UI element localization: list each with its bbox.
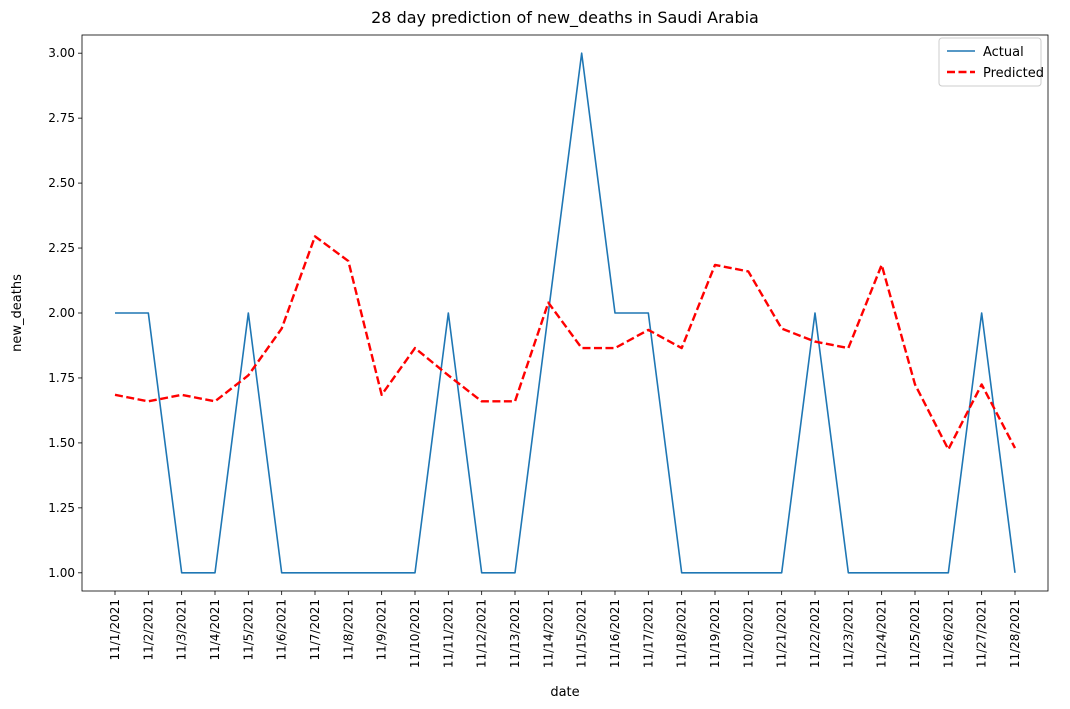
- x-tick-label: 11/9/2021: [375, 599, 389, 661]
- x-tick-label: 11/5/2021: [241, 599, 255, 661]
- series-line-predicted: [114, 235, 1017, 451]
- y-tick-label: 1.50: [48, 436, 75, 450]
- legend-frame: [938, 37, 1042, 87]
- x-tick-label: 11/28/2021: [1008, 599, 1022, 668]
- y-axis: 1.00 1.25 1.50 1.75 2.00 2.25 2.50 2.75 3.00: [48, 46, 82, 580]
- x-tick-label: 11/18/2021: [675, 599, 689, 668]
- x-tick-label: 11/19/2021: [708, 599, 722, 668]
- x-tick-label: 11/3/2021: [175, 599, 189, 661]
- x-tick-label: 11/24/2021: [875, 599, 889, 668]
- x-tick-label: 11/4/2021: [208, 599, 222, 661]
- y-tick-label: 2.50: [48, 176, 75, 190]
- x-tick-label: 11/23/2021: [841, 599, 855, 668]
- x-tick-label: 11/12/2021: [475, 599, 489, 668]
- x-axis-title: date: [550, 685, 579, 700]
- legend-label-actual: Actual: [983, 45, 1024, 60]
- x-tick-label: 11/14/2021: [541, 599, 555, 668]
- x-tick-label: 11/15/2021: [575, 599, 589, 668]
- x-tick-label: 11/22/2021: [808, 599, 822, 668]
- x-tick-label: 11/20/2021: [741, 599, 755, 668]
- legend-label-predicted: Predicted: [983, 66, 1044, 81]
- legend: Actual Predicted: [938, 37, 1044, 87]
- y-tick-label: 1.25: [48, 501, 75, 515]
- y-tick-label: 2.25: [48, 241, 75, 255]
- x-tick-label: 11/2/2021: [141, 599, 155, 661]
- chart-title: 28 day prediction of new_deaths in Saudi…: [371, 8, 759, 28]
- y-tick-label: 1.75: [48, 371, 75, 385]
- x-tick-label: 11/21/2021: [775, 599, 789, 668]
- y-tick-label: 3.00: [48, 46, 75, 60]
- x-tick-label: 11/6/2021: [275, 599, 289, 661]
- x-axis: 11/1/2021 11/2/2021 11/3/2021 11/4/2021 11/5…: [108, 591, 1022, 668]
- y-tick-label: 2.75: [48, 111, 75, 125]
- x-tick-label: 11/11/2021: [441, 599, 455, 668]
- x-tick-label: 11/25/2021: [908, 599, 922, 668]
- y-tick-label: 1.00: [48, 566, 75, 580]
- x-tick-label: 11/7/2021: [308, 599, 322, 661]
- x-tick-label: 11/8/2021: [341, 599, 355, 661]
- x-tick-label: 11/26/2021: [941, 599, 955, 668]
- x-tick-label: 11/1/2021: [108, 599, 122, 661]
- y-tick-label: 2.00: [48, 306, 75, 320]
- x-tick-label: 11/13/2021: [508, 599, 522, 668]
- series-layer: [114, 52, 1017, 574]
- y-axis-title: new_deaths: [10, 274, 25, 352]
- series-line-actual: [115, 52, 1016, 574]
- x-tick-label: 11/27/2021: [975, 599, 989, 668]
- x-tick-label: 11/17/2021: [641, 599, 655, 668]
- x-tick-label: 11/16/2021: [608, 599, 622, 668]
- x-tick-label: 11/10/2021: [408, 599, 422, 668]
